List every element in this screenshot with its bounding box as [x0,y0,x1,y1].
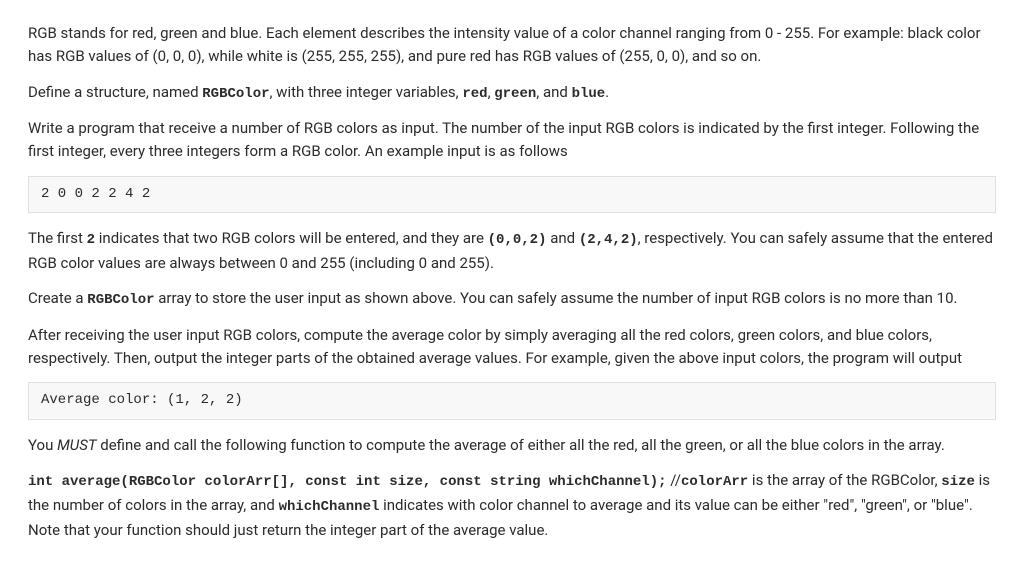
var-red: red [462,86,487,102]
text: You [28,436,57,454]
text: The first [28,229,87,247]
text: Define a structure, named [28,83,202,101]
explanation-paragraph: The first 2 indicates that two RGB color… [28,227,996,275]
create-array-paragraph: Create a RGBColor array to store the use… [28,287,996,312]
tuple-2: (2,4,2) [579,232,638,248]
text: Create a [28,289,87,307]
param-colorarr: colorArr [681,474,748,490]
tuple-1: (0,0,2) [488,232,547,248]
example-input-block: 2 0 0 2 2 4 2 [28,176,996,214]
param-size: size [941,474,975,490]
text: . [605,83,609,101]
function-signature: int average(RGBColor colorArr[], const i… [28,474,667,490]
signature-paragraph: int average(RGBColor colorArr[], const i… [28,469,996,542]
param-whichchannel: whichChannel [279,499,380,515]
text: // [667,471,681,489]
var-green: green [494,86,536,102]
literal-two: 2 [87,232,95,248]
define-struct-paragraph: Define a structure, named RGBColor, with… [28,81,996,106]
must-word: MUST [57,436,96,454]
var-blue: blue [572,86,606,102]
struct-name: RGBColor [202,86,269,102]
text: array to store the user input as shown a… [155,289,958,307]
text: define and call the following function t… [97,436,945,454]
struct-name: RGBColor [87,292,154,308]
average-paragraph: After receiving the user input RGB color… [28,324,996,371]
text: and [546,229,578,247]
text: is the array of the RGBColor, [748,471,941,489]
text: , and [536,83,571,101]
text: indicates that two RGB colors will be en… [95,229,488,247]
text: , with three integer variables, [270,83,463,101]
intro-paragraph: RGB stands for red, green and blue. Each… [28,22,996,69]
write-program-paragraph: Write a program that receive a number of… [28,117,996,164]
example-output-block: Average color: (1, 2, 2) [28,382,996,420]
must-define-paragraph: You MUST define and call the following f… [28,434,996,457]
